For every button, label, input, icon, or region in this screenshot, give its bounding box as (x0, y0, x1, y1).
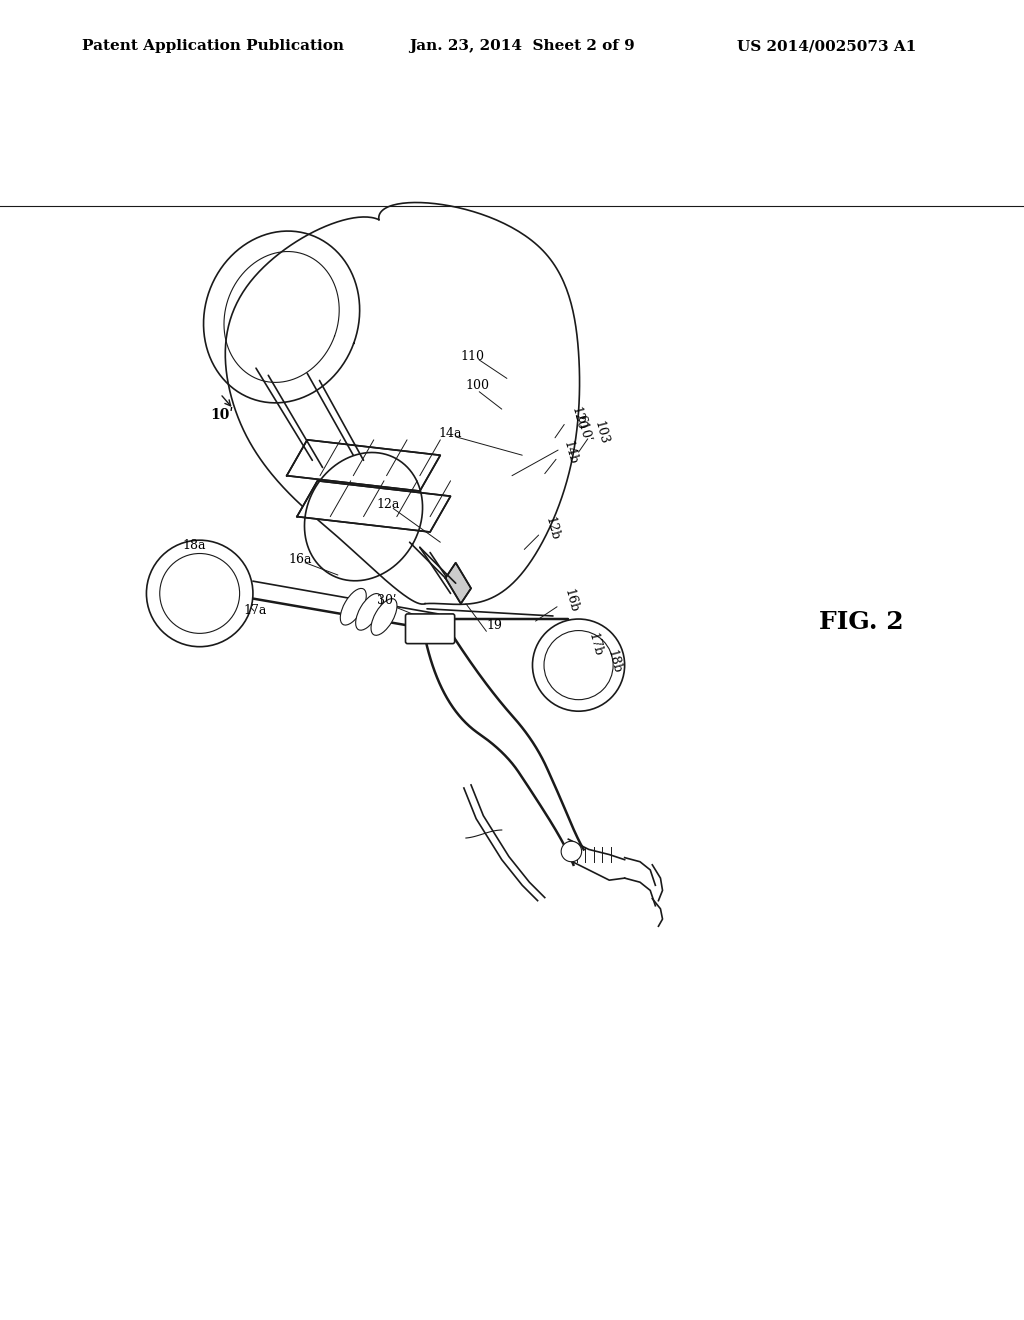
Text: 12b: 12b (543, 516, 561, 543)
FancyBboxPatch shape (406, 614, 455, 644)
Ellipse shape (371, 599, 397, 635)
Text: 110: 110 (461, 350, 484, 363)
Polygon shape (297, 480, 451, 532)
Text: 10ʹ: 10ʹ (210, 408, 233, 422)
Text: 17b: 17b (586, 631, 604, 657)
Text: 100: 100 (466, 379, 489, 392)
Text: 16a: 16a (289, 553, 312, 566)
Circle shape (561, 841, 582, 862)
Text: 19: 19 (486, 619, 503, 632)
Text: 14a: 14a (438, 426, 462, 440)
Text: 17a: 17a (244, 605, 267, 616)
Polygon shape (287, 440, 440, 491)
Ellipse shape (355, 594, 382, 630)
Ellipse shape (340, 589, 367, 626)
Text: 18a: 18a (182, 540, 206, 552)
Text: 30ʹ: 30ʹ (377, 594, 396, 607)
Text: 120: 120 (568, 405, 587, 432)
Circle shape (146, 540, 253, 647)
Text: US 2014/0025073 A1: US 2014/0025073 A1 (737, 40, 916, 53)
Text: 610ʹ: 610ʹ (573, 413, 593, 442)
Text: FIG. 2: FIG. 2 (819, 610, 904, 635)
Polygon shape (445, 562, 471, 603)
Text: 12a: 12a (377, 499, 400, 511)
Text: 103: 103 (592, 420, 610, 446)
Text: 14b: 14b (560, 440, 579, 466)
Text: 18b: 18b (604, 648, 623, 676)
Circle shape (532, 619, 625, 711)
Text: Jan. 23, 2014  Sheet 2 of 9: Jan. 23, 2014 Sheet 2 of 9 (410, 40, 635, 53)
Text: 16b: 16b (561, 587, 580, 614)
Text: Patent Application Publication: Patent Application Publication (82, 40, 344, 53)
